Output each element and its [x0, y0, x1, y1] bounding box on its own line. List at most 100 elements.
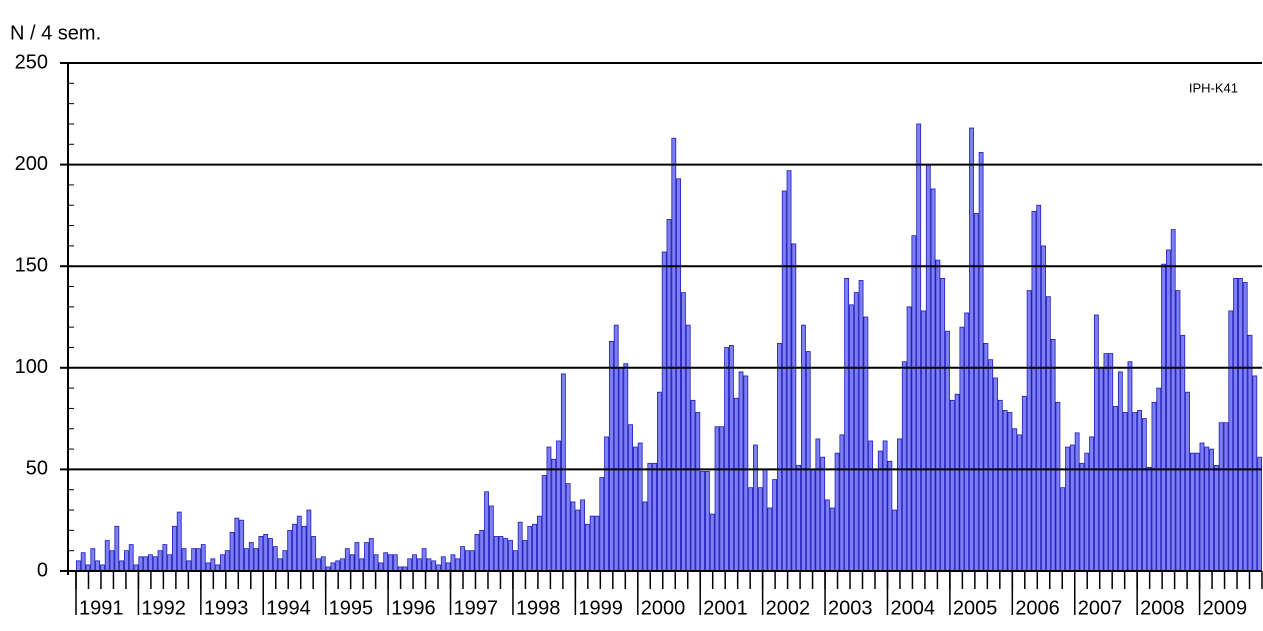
bar	[239, 519, 245, 572]
bar	[997, 399, 1003, 572]
bar	[1180, 334, 1186, 572]
bar	[882, 440, 888, 572]
bar	[1060, 487, 1066, 572]
bar	[1228, 310, 1234, 572]
bar	[469, 550, 475, 572]
bar	[234, 517, 240, 572]
x-tick-label: 1992	[141, 597, 186, 619]
y-axis-label: N / 4 sem.	[10, 22, 101, 44]
x-tick-label: 1995	[329, 597, 374, 619]
bar	[661, 251, 667, 572]
bar	[647, 462, 653, 572]
bar	[1209, 448, 1214, 572]
x-tick-label: 2007	[1078, 597, 1123, 619]
bar	[335, 560, 341, 572]
bar	[719, 426, 725, 572]
bar	[551, 458, 557, 572]
bar	[488, 505, 494, 572]
bar	[709, 513, 715, 572]
bar	[863, 316, 869, 572]
bar	[1108, 353, 1114, 572]
bar	[570, 501, 576, 572]
x-tick-label: 1998	[516, 597, 561, 619]
bar	[210, 558, 216, 572]
bar	[138, 556, 144, 572]
bar	[1237, 277, 1243, 572]
bar	[1127, 361, 1133, 572]
bar	[825, 499, 830, 572]
bar	[656, 391, 662, 572]
bar	[205, 562, 211, 572]
bar	[690, 399, 696, 572]
x-tick-label: 1996	[391, 597, 436, 619]
bar	[1017, 434, 1022, 572]
bar	[685, 324, 691, 572]
bar	[1218, 422, 1224, 572]
bar	[892, 509, 898, 572]
bar	[186, 560, 192, 572]
bar	[762, 468, 768, 572]
x-tick-label: 2002	[766, 597, 811, 619]
bar	[791, 243, 797, 572]
bar	[1194, 452, 1200, 572]
y-tick-label: 100	[15, 356, 48, 378]
annotation: IPH-K41	[1189, 80, 1238, 95]
bar	[196, 548, 201, 572]
bar	[887, 460, 893, 572]
bar	[724, 347, 730, 572]
bar	[632, 446, 638, 572]
x-tick-label: 2000	[641, 597, 686, 619]
bar	[959, 326, 965, 572]
bar	[868, 440, 874, 572]
bar	[517, 521, 523, 572]
bar	[777, 343, 782, 572]
bar	[897, 438, 902, 572]
bar	[296, 515, 302, 572]
bar	[940, 277, 946, 572]
bar	[1247, 334, 1253, 572]
bar	[805, 351, 811, 572]
bar	[983, 343, 989, 572]
bar	[287, 529, 293, 572]
x-tick-label: 1994	[266, 597, 311, 619]
bar	[191, 548, 197, 572]
bar	[1089, 436, 1094, 572]
bar	[604, 436, 609, 572]
bar	[1132, 412, 1138, 572]
bar	[1065, 446, 1070, 572]
bar	[95, 560, 101, 572]
x-tick-label: 2004	[890, 597, 935, 619]
bar	[268, 538, 273, 572]
bar	[584, 523, 590, 572]
bar	[844, 277, 850, 572]
bar	[839, 434, 845, 572]
bar	[594, 515, 600, 572]
bar	[608, 340, 614, 572]
bar	[76, 560, 81, 572]
bar	[556, 440, 561, 572]
bar	[311, 536, 317, 572]
bar	[1137, 410, 1142, 572]
bar	[263, 534, 269, 572]
bar	[392, 554, 398, 572]
bar	[729, 345, 734, 572]
bar	[921, 310, 926, 572]
bar	[320, 556, 326, 572]
bar	[383, 552, 389, 572]
bar	[1026, 290, 1032, 572]
bar	[340, 558, 345, 572]
bar	[119, 560, 125, 572]
bar	[148, 554, 153, 572]
x-tick-label: 1997	[454, 597, 499, 619]
bar	[450, 554, 456, 572]
bar	[248, 542, 254, 572]
bar	[512, 550, 518, 572]
bar	[1151, 401, 1157, 572]
bar	[993, 377, 998, 572]
bar	[666, 219, 672, 572]
bar	[767, 507, 773, 572]
bar	[498, 536, 504, 572]
bar	[1069, 444, 1075, 572]
bar	[172, 525, 177, 572]
